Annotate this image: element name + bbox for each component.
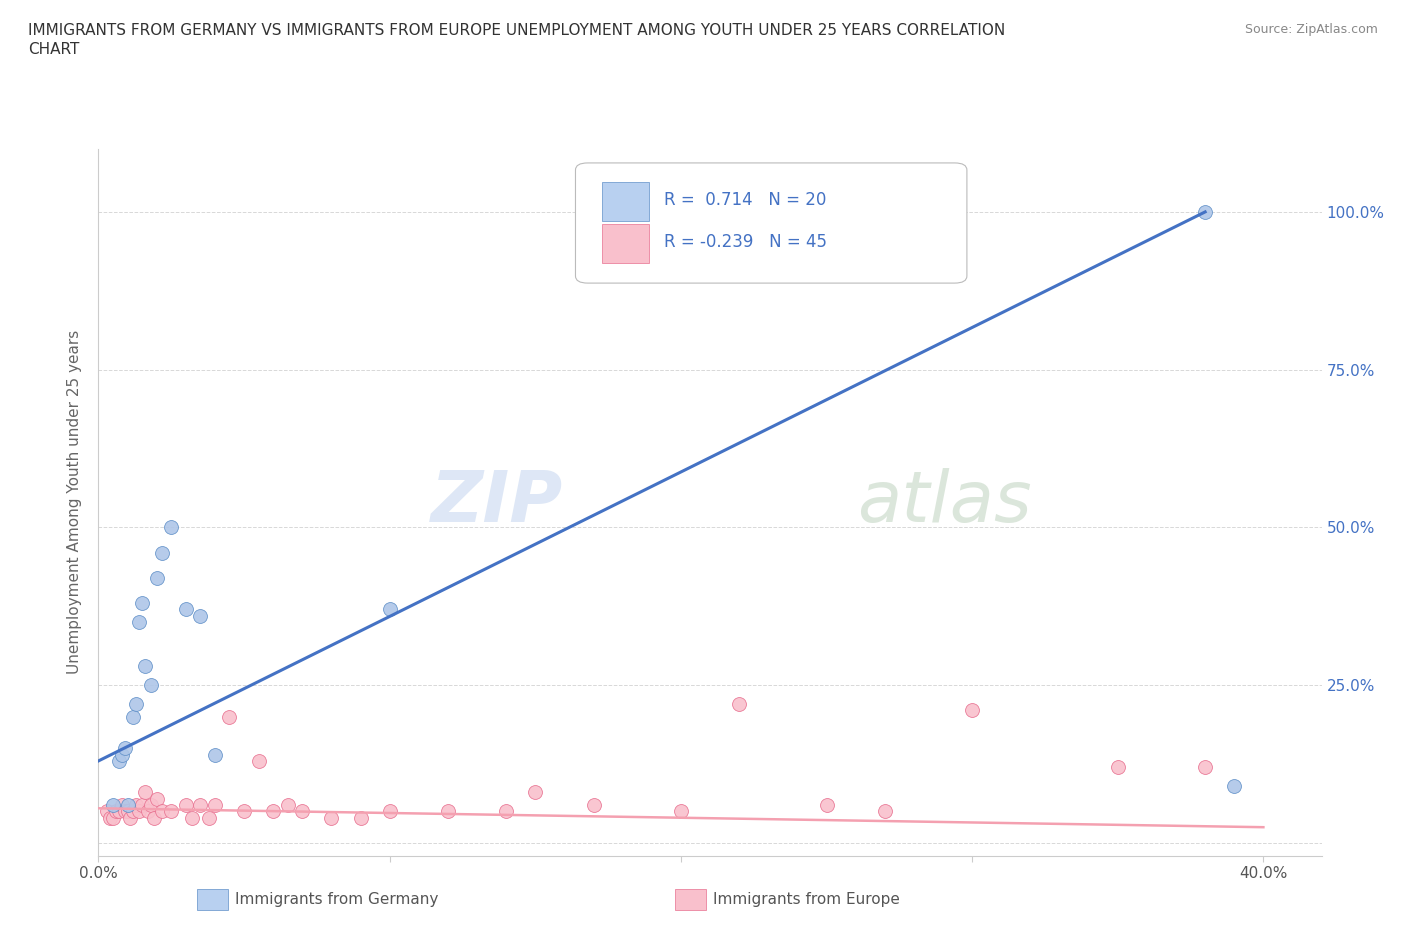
Point [218,710,240,724]
Point [277,798,299,813]
Point [204,747,226,762]
Text: IMMIGRANTS FROM GERMANY VS IMMIGRANTS FROM EUROPE UNEMPLOYMENT AMONG YOUTH UNDER: IMMIGRANTS FROM GERMANY VS IMMIGRANTS FR… [28,23,1005,38]
Point [437,804,460,819]
Point [247,753,270,768]
Point [114,741,136,756]
Point [122,710,145,724]
FancyBboxPatch shape [575,163,967,283]
Bar [602,224,650,263]
Point [728,697,751,711]
Point [114,804,136,819]
Point [188,798,212,813]
Point [152,545,174,560]
Point [134,785,156,800]
Point [180,810,202,825]
Point [128,804,150,819]
Point [291,804,314,819]
Text: Immigrants from Germany: Immigrants from Germany [235,892,439,907]
Point [125,697,148,711]
Point [188,608,212,623]
Bar [602,182,650,221]
Text: atlas: atlas [856,468,1032,537]
Point [111,798,134,813]
Point [139,678,162,693]
Point [669,804,692,819]
Point [378,602,401,617]
Point [142,810,165,825]
Point [152,804,174,819]
Point [1194,760,1216,775]
Point [98,810,121,825]
Point [582,798,605,813]
Text: R = -0.239   N = 45: R = -0.239 N = 45 [664,233,827,251]
Point [104,804,127,819]
Point [96,804,118,819]
Point [1194,205,1216,219]
Point [160,804,183,819]
Point [122,804,145,819]
Point [873,804,896,819]
Point [160,520,183,535]
Point [321,810,343,825]
Text: R =  0.714   N = 20: R = 0.714 N = 20 [664,191,825,208]
Point [174,798,197,813]
Point [1223,778,1246,793]
Point [524,785,547,800]
Point [120,810,142,825]
Point [145,791,167,806]
Point [131,798,153,813]
Point [378,804,401,819]
Point [233,804,256,819]
Point [262,804,284,819]
Point [131,596,153,611]
Point [134,658,156,673]
Point [349,810,371,825]
Point [108,753,131,768]
Point [101,810,124,825]
Point [101,798,124,813]
Text: Immigrants from Europe: Immigrants from Europe [713,892,900,907]
Point [111,747,134,762]
Point [139,798,162,813]
Point [145,570,167,585]
Point [495,804,517,819]
Point [108,804,131,819]
Point [117,798,139,813]
Point [204,798,226,813]
Point [117,804,139,819]
Point [960,703,983,718]
Point [198,810,221,825]
Point [128,615,150,630]
Point [125,798,148,813]
Y-axis label: Unemployment Among Youth under 25 years: Unemployment Among Youth under 25 years [67,330,83,674]
Point [815,798,838,813]
Text: Source: ZipAtlas.com: Source: ZipAtlas.com [1244,23,1378,36]
Point [1107,760,1129,775]
Text: CHART: CHART [28,42,80,57]
Point [136,804,159,819]
Text: ZIP: ZIP [432,468,564,537]
Point [174,602,197,617]
